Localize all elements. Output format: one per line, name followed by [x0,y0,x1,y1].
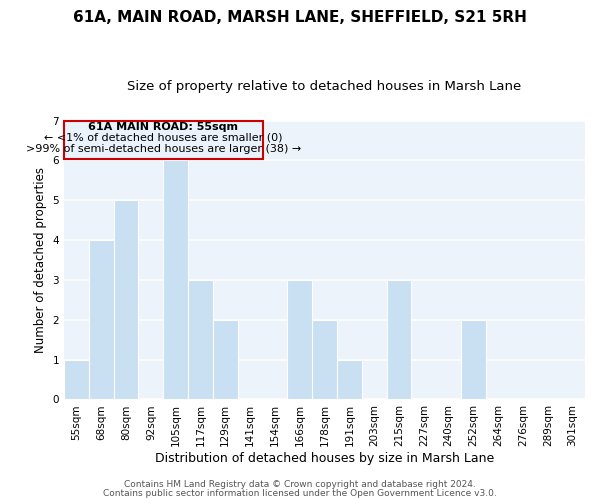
Bar [287,280,312,400]
Text: Contains public sector information licensed under the Open Government Licence v3: Contains public sector information licen… [103,488,497,498]
X-axis label: Distribution of detached houses by size in Marsh Lane: Distribution of detached houses by size … [155,452,494,465]
Bar [213,320,238,400]
Bar [89,240,113,400]
Text: >99% of semi-detached houses are larger (38) →: >99% of semi-detached houses are larger … [26,144,301,154]
FancyBboxPatch shape [64,120,263,159]
Bar [337,360,362,400]
Bar [312,320,337,400]
Bar [461,320,486,400]
Text: 61A, MAIN ROAD, MARSH LANE, SHEFFIELD, S21 5RH: 61A, MAIN ROAD, MARSH LANE, SHEFFIELD, S… [73,10,527,25]
Bar [386,280,412,400]
Text: Contains HM Land Registry data © Crown copyright and database right 2024.: Contains HM Land Registry data © Crown c… [124,480,476,489]
Bar [64,360,89,400]
Text: ← <1% of detached houses are smaller (0): ← <1% of detached houses are smaller (0) [44,132,283,142]
Text: 61A MAIN ROAD: 55sqm: 61A MAIN ROAD: 55sqm [88,122,238,132]
Y-axis label: Number of detached properties: Number of detached properties [34,167,47,353]
Bar [188,280,213,400]
Bar [113,200,139,400]
Title: Size of property relative to detached houses in Marsh Lane: Size of property relative to detached ho… [127,80,521,93]
Bar [163,160,188,400]
